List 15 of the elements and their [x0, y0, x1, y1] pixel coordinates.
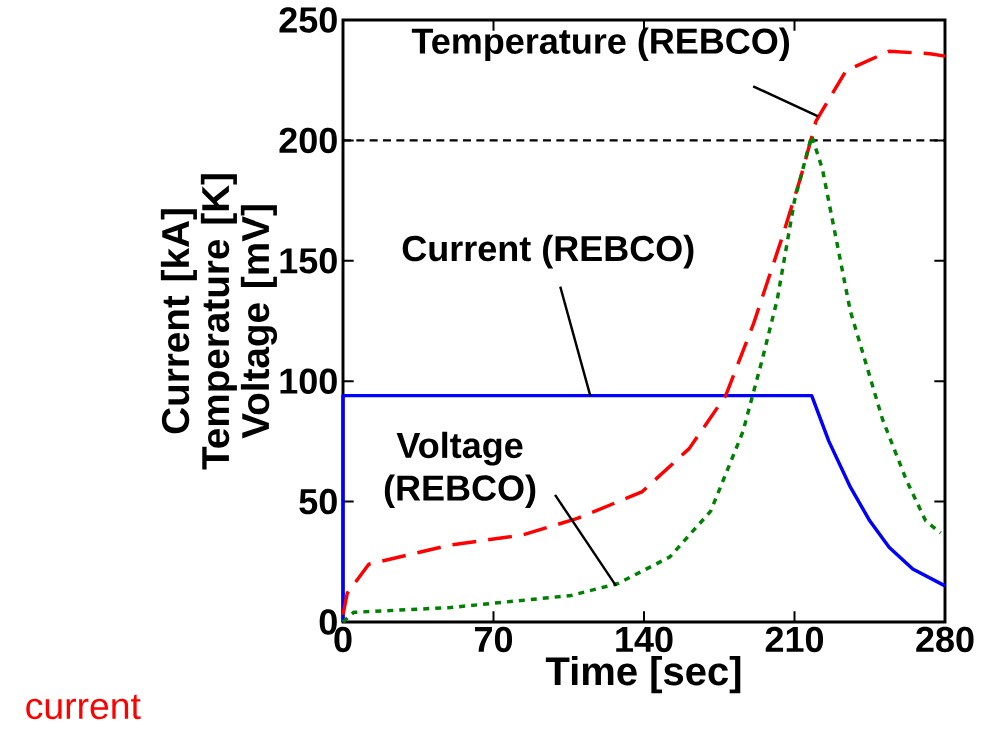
y-axis-title: Current [kA] Temperature [K] Voltage [mV]	[160, 174, 278, 470]
x-axis-title: Time [sec]	[545, 656, 741, 694]
x-tick-label: 210	[765, 626, 824, 653]
y-tick-label: 250	[279, 7, 337, 33]
annotation: Temperature (REBCO)	[411, 27, 789, 62]
y-tick-label: 150	[280, 248, 337, 274]
y-tick-label: 50	[299, 488, 337, 515]
x-tick-label: 280	[916, 626, 974, 653]
y-tick-label: 200	[279, 127, 337, 154]
x-tick-label: 70	[475, 626, 513, 653]
x-tick-label: 140	[616, 626, 673, 653]
annotation: Current (REBCO)	[402, 234, 694, 269]
text: current	[26, 694, 141, 720]
annotation: Voltage (REBCO)	[384, 431, 536, 508]
y-tick-label: 100	[280, 368, 337, 394]
